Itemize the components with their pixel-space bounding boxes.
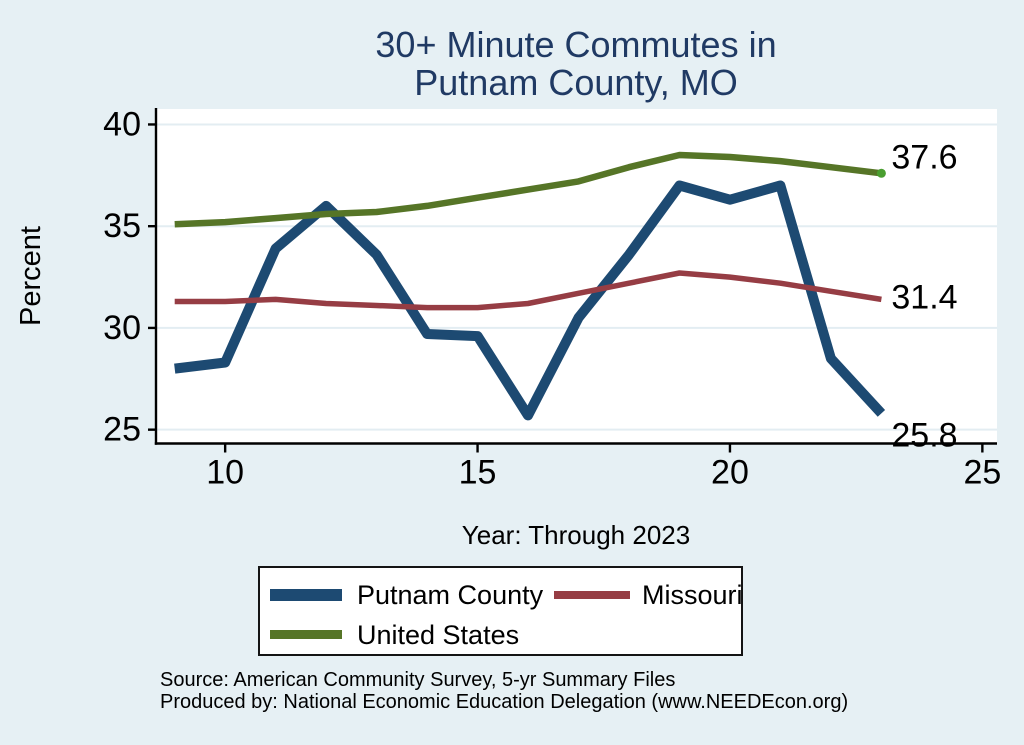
axes	[148, 108, 997, 453]
series-line-united-states	[174, 151, 882, 228]
legend-label-putnam-county: Putnam County	[357, 580, 544, 610]
x-tick-label-25: 25	[963, 454, 1001, 492]
chart-title-line1: 30+ Minute Commutes in	[375, 24, 777, 65]
end-marker-united-states	[876, 168, 886, 178]
end-value-label-united-states: 37.6	[891, 138, 957, 176]
series-lines	[174, 151, 886, 421]
legend-swatch-putnam-county	[270, 589, 342, 601]
chart-title-line2: Putnam County, MO	[414, 62, 738, 103]
y-axis-title: Percent	[15, 226, 47, 326]
end-value-label-missouri: 31.4	[891, 278, 957, 316]
end-value-label-putnam-county: 25.8	[891, 416, 957, 454]
legend-label-united-states: United States	[357, 620, 520, 650]
legend-swatch-united-states	[270, 630, 342, 639]
x-axis-title: Year: Through 2023	[461, 520, 691, 550]
produced-by-line: Produced by: National Economic Education…	[160, 691, 849, 713]
x-tick-label-10: 10	[206, 454, 244, 492]
y-tick-label-30: 30	[103, 309, 141, 347]
y-tick-label-40: 40	[103, 105, 141, 143]
plot-background	[156, 109, 997, 444]
x-tick-label-15: 15	[459, 454, 497, 492]
series-line-missouri	[174, 270, 882, 311]
legend-box: Putnam County Missouri United States	[258, 566, 743, 656]
source-line: Source: American Community Survey, 5-yr …	[160, 669, 676, 691]
end-value-labels: 25.8 31.4 37.6	[891, 138, 957, 454]
tick-labels: 25 30 35 40 10 15 20 25	[103, 105, 1001, 491]
legend-swatch-missouri	[554, 591, 630, 599]
y-tick-label-25: 25	[103, 411, 141, 449]
chart-title: 30+ Minute Commutes in Putnam County, MO	[155, 26, 997, 102]
series-line-putnam-county	[174, 180, 886, 421]
x-tick-label-20: 20	[711, 454, 749, 492]
source-note: Source: American Community Survey, 5-yr …	[160, 669, 848, 713]
y-tick-label-35: 35	[103, 207, 141, 245]
legend-label-missouri: Missouri	[642, 580, 743, 610]
